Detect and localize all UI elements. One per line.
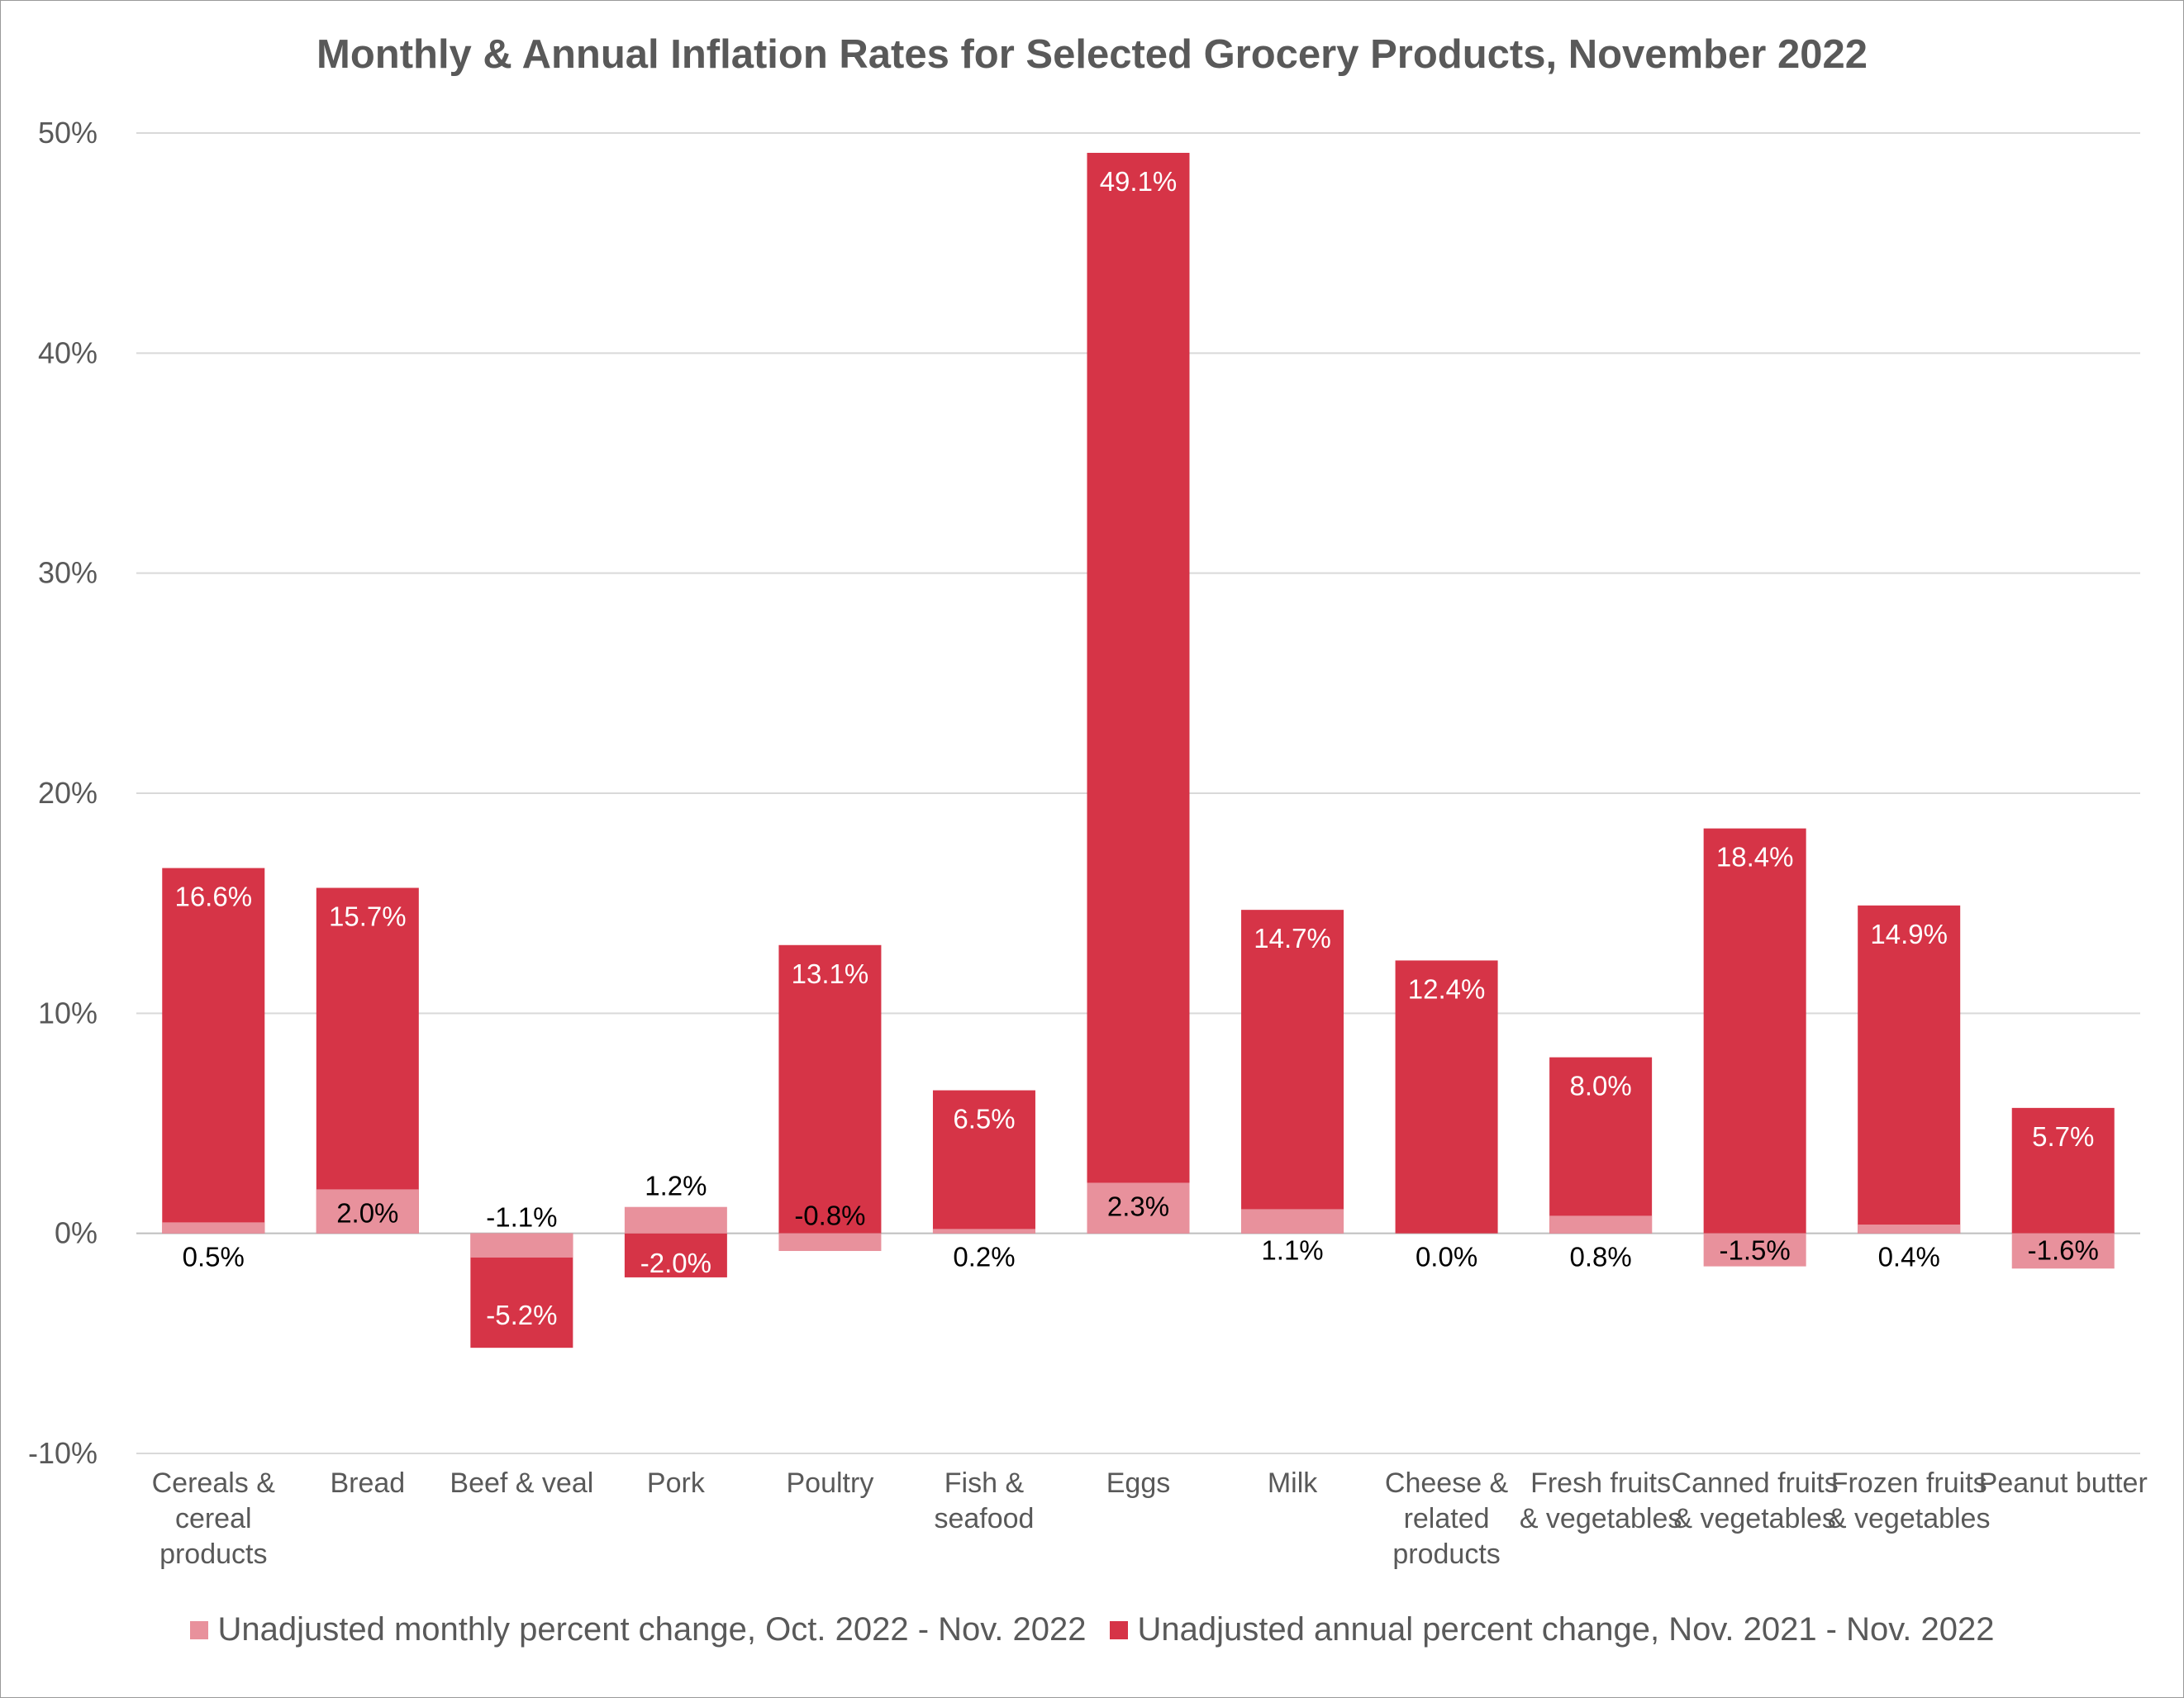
x-category-label: Fish & xyxy=(944,1467,1025,1499)
data-label-monthly: 0.5% xyxy=(183,1242,245,1272)
y-tick-label: 40% xyxy=(38,335,98,369)
bar-annual xyxy=(316,887,419,1234)
x-category-label: Peanut butter xyxy=(1979,1467,2148,1499)
x-category-label: Pork xyxy=(647,1467,706,1499)
data-label-annual: 18.4% xyxy=(1716,842,1794,873)
data-label-monthly: 0.8% xyxy=(1570,1242,1632,1272)
x-category-label: Poultry xyxy=(787,1467,874,1499)
data-label-annual: 14.9% xyxy=(1870,919,1948,949)
x-category-label: products xyxy=(1392,1539,1500,1570)
bar-monthly xyxy=(778,1233,882,1251)
data-label-monthly: -1.5% xyxy=(1720,1235,1791,1266)
data-label-annual: 15.7% xyxy=(329,901,407,932)
bar-annual xyxy=(162,868,265,1234)
bar-annual xyxy=(778,944,882,1234)
data-label-annual: 14.7% xyxy=(1254,923,1331,954)
bar-annual xyxy=(1241,910,1344,1234)
bar-annual xyxy=(932,1090,1035,1234)
y-tick-label: 50% xyxy=(38,116,98,150)
data-label-annual: -2.0% xyxy=(640,1248,711,1278)
data-label-monthly: 0.0% xyxy=(1416,1242,1477,1272)
bar-annual xyxy=(1703,828,1806,1234)
data-label-annual: -5.2% xyxy=(486,1300,557,1330)
data-label-monthly: 0.2% xyxy=(953,1242,1015,1272)
x-category-label: products xyxy=(159,1539,267,1570)
data-label-annual: 13.1% xyxy=(792,958,869,989)
data-label-monthly: 1.2% xyxy=(645,1171,707,1201)
bar-monthly xyxy=(1858,1225,1961,1234)
x-category-label: Fresh fruits xyxy=(1530,1467,1671,1499)
bar-monthly xyxy=(932,1229,1035,1234)
data-label-monthly: 2.0% xyxy=(336,1197,398,1228)
x-category-label: Bread xyxy=(330,1467,405,1499)
x-category-label: Frozen fruits xyxy=(1831,1467,1987,1499)
chart-title: Monthly & Annual Inflation Rates for Sel… xyxy=(316,32,1868,77)
bar-monthly xyxy=(1241,1209,1344,1234)
y-tick-label: 0% xyxy=(55,1216,98,1250)
bar-monthly xyxy=(316,1189,419,1234)
data-label-monthly: 2.3% xyxy=(1107,1191,1169,1221)
data-label-annual: 12.4% xyxy=(1408,973,1486,1004)
y-tick-label: 30% xyxy=(38,556,98,590)
data-label-annual: 49.1% xyxy=(1100,166,1178,197)
x-category-label: related xyxy=(1404,1503,1490,1534)
bar-annual xyxy=(1087,152,1190,1234)
x-category-label: cereal xyxy=(175,1503,252,1534)
bar-annual xyxy=(2011,1107,2115,1234)
bar-monthly xyxy=(2011,1233,2115,1269)
data-label-annual: 6.5% xyxy=(953,1104,1015,1134)
legend-swatch-monthly xyxy=(189,1620,208,1639)
data-label-annual: 8.0% xyxy=(1570,1071,1632,1101)
legend-label-monthly: Unadjusted monthly percent change, Oct. … xyxy=(217,1611,1087,1648)
x-category-label: Beef & veal xyxy=(450,1467,593,1499)
x-category-label: Canned fruits xyxy=(1672,1467,1839,1499)
bar-annual xyxy=(1549,1057,1653,1234)
legend: Unadjusted monthly percent change, Oct. … xyxy=(0,1611,2184,1648)
bar-monthly xyxy=(1549,1215,1653,1234)
legend-item-annual: Unadjusted annual percent change, Nov. 2… xyxy=(1109,1611,1995,1648)
x-category-label: Eggs xyxy=(1106,1467,1171,1499)
legend-swatch-annual xyxy=(1109,1620,1128,1639)
bar-monthly xyxy=(1087,1182,1190,1234)
y-tick-label: -10% xyxy=(28,1436,98,1470)
legend-label-annual: Unadjusted annual percent change, Nov. 2… xyxy=(1137,1611,1995,1648)
x-category-label: & vegetables xyxy=(1828,1503,1991,1534)
bar-monthly xyxy=(624,1206,727,1234)
bar-annual xyxy=(624,1233,727,1277)
x-category-label: & vegetables xyxy=(1520,1503,1682,1534)
x-category-label: Milk xyxy=(1268,1467,1318,1499)
y-tick-label: 20% xyxy=(38,776,98,810)
data-label-monthly: -1.6% xyxy=(2028,1235,2099,1266)
data-label-monthly: -0.8% xyxy=(794,1201,865,1231)
bar-annual xyxy=(1858,905,1961,1234)
data-label-annual: 5.7% xyxy=(2032,1121,2094,1152)
data-label-monthly: 0.4% xyxy=(1878,1242,1940,1272)
y-tick-label: 10% xyxy=(38,996,98,1030)
x-category-label: & vegetables xyxy=(1673,1503,1836,1534)
data-label-monthly: 1.1% xyxy=(1261,1235,1323,1266)
x-category-label: seafood xyxy=(934,1503,1034,1534)
data-label-monthly: -1.1% xyxy=(486,1202,557,1233)
legend-item-monthly: Unadjusted monthly percent change, Oct. … xyxy=(189,1611,1087,1648)
bar-monthly xyxy=(1703,1233,1806,1267)
bar-annual xyxy=(1395,960,1498,1234)
bar-monthly xyxy=(470,1233,573,1258)
data-label-annual: 16.6% xyxy=(174,882,252,912)
x-category-label: Cereals & xyxy=(152,1467,276,1499)
x-category-label: Cheese & xyxy=(1385,1467,1509,1499)
bar-monthly xyxy=(162,1222,265,1234)
